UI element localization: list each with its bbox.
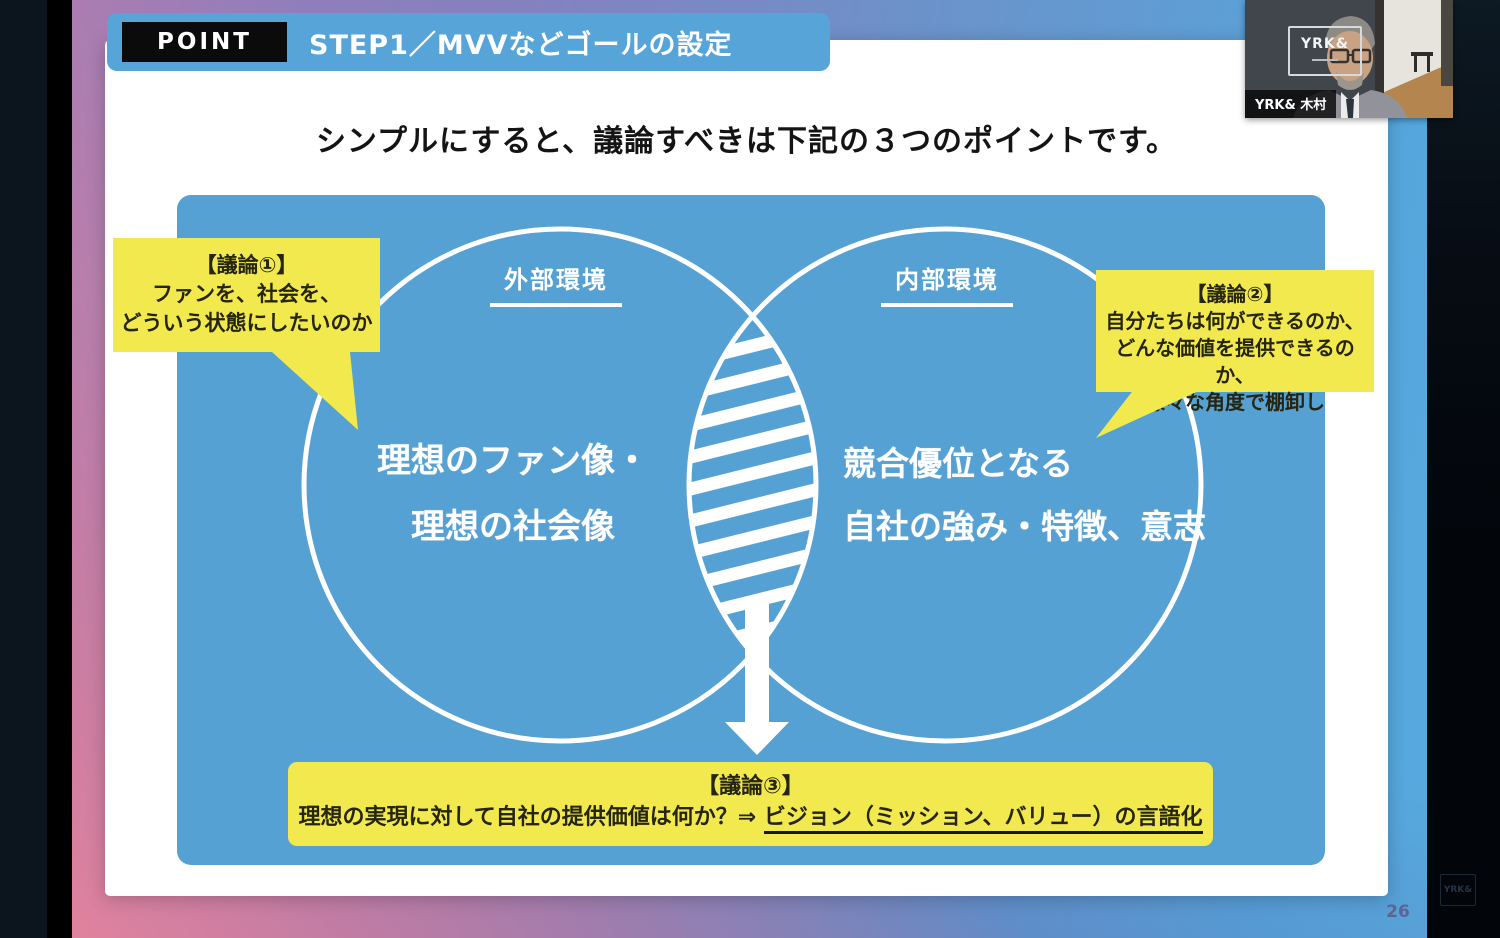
venn-left-circle (301, 226, 819, 744)
callout-discussion-2: 【議論②】 自分たちは何ができるのか、 どんな価値を提供できるのか、 様々な角度… (1096, 270, 1374, 414)
venn-right-text: 競合優位となる 自社の強み・特徴、意志 (843, 444, 1206, 546)
callout-1-tail (272, 352, 358, 430)
yrk-logo-rule (1312, 59, 1338, 61)
slide-title: STEP1／MVVなどゴールの設定 (309, 29, 733, 61)
webcam-tile[interactable]: YRK& YRK& 木村 (1245, 0, 1453, 118)
callout-3-line: 理想の実現に対して自社の提供価値は何か？⇒ ビジョン（ミッション、バリュー）の言… (288, 802, 1213, 834)
venn-left-label: 外部環境 (490, 260, 622, 307)
venn-right-label: 内部環境 (881, 260, 1013, 307)
participant-name-label: YRK& 木村 (1245, 90, 1337, 118)
yrk-logo-badge: YRK& (1288, 26, 1362, 76)
callout-2-tail (1096, 388, 1205, 438)
venn-right-circle (686, 226, 1204, 744)
point-badge: POINT (122, 22, 287, 62)
venn-left-text: 理想のファン像・ 理想の社会像 (377, 441, 649, 547)
venn-diagram (301, 226, 1204, 755)
point-badge-label: POINT (157, 29, 252, 55)
page-number: 26 (1386, 902, 1410, 922)
slide-header-bar: POINT STEP1／MVVなどゴールの設定 (107, 13, 830, 71)
slide-subtitle: シンプルにすると、議論すべきは下記の３つのポイントです。 (315, 124, 1178, 159)
yrk-watermark-icon: YRK& (1440, 874, 1476, 906)
left-black-strip (47, 0, 72, 938)
yrk-logo-text: YRK& (1301, 36, 1349, 52)
down-arrow-icon (725, 598, 789, 755)
right-black-strip (1427, 0, 1500, 938)
callout-discussion-1: 【議論①】 ファンを、社会を、 どういう状態にしたいのか (113, 238, 380, 352)
callout-discussion-3: 【議論③】 理想の実現に対して自社の提供価値は何か？⇒ ビジョン（ミッション、バ… (288, 762, 1213, 846)
